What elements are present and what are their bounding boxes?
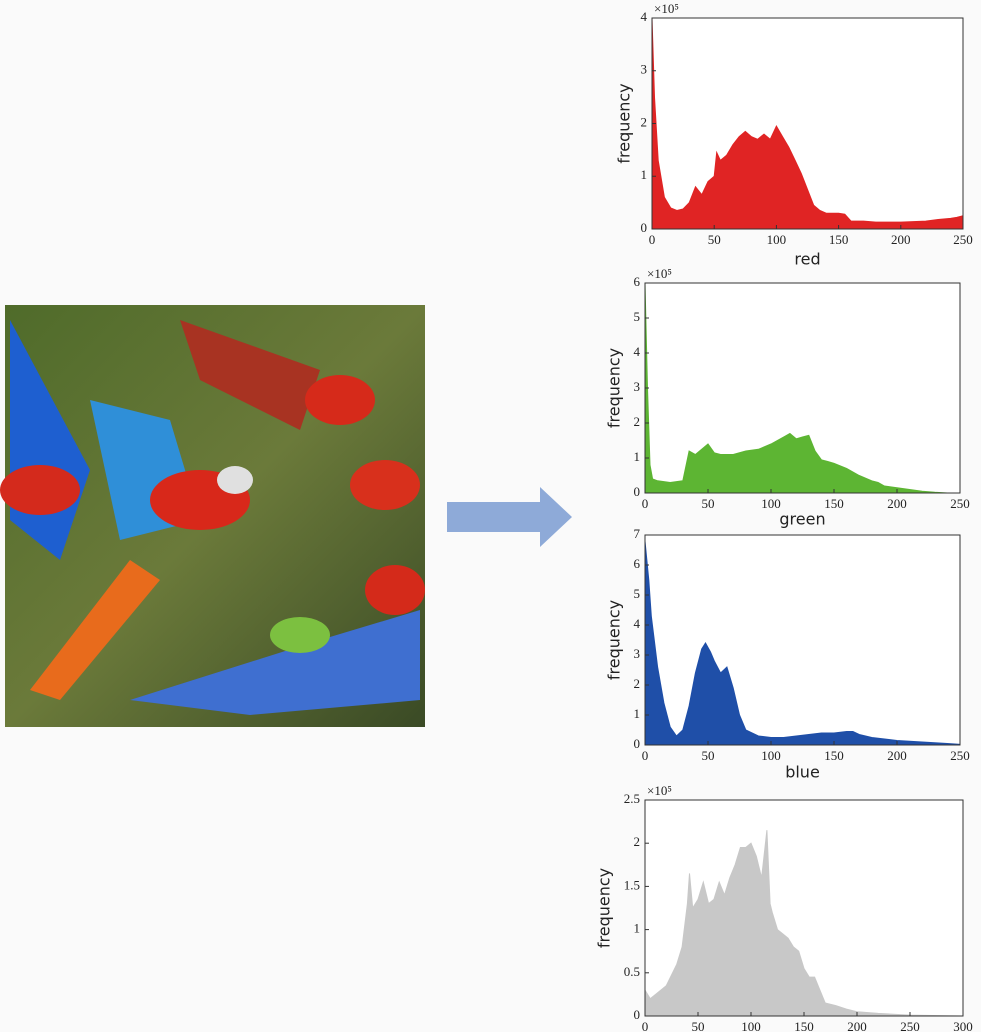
y-tick-label: 4 xyxy=(634,344,641,359)
y-multiplier: ×10⁵ xyxy=(654,1,679,16)
x-tick-label: 200 xyxy=(891,232,911,247)
y-tick-label: 6 xyxy=(634,274,641,289)
y-tick-label: 0 xyxy=(641,220,648,235)
y-multiplier: ×10⁵ xyxy=(647,783,672,798)
y-tick-label: 2 xyxy=(641,114,648,129)
x-tick-label: 0 xyxy=(642,748,649,763)
y-axis-label: frequency xyxy=(605,600,624,680)
y-tick-label: 1 xyxy=(641,167,648,182)
x-tick-label: 100 xyxy=(761,496,781,511)
x-tick-label: 200 xyxy=(887,496,907,511)
figure: 05010015020025001234×10⁵redfrequency0501… xyxy=(0,0,981,1032)
y-tick-label: 5 xyxy=(634,309,641,324)
y-tick-label: 0 xyxy=(634,1007,641,1022)
y-tick-label: 4 xyxy=(641,9,648,24)
x-tick-label: 200 xyxy=(887,748,907,763)
x-tick-label: 250 xyxy=(900,1019,920,1032)
y-tick-label: 0.5 xyxy=(624,964,640,979)
arrow xyxy=(447,487,572,547)
y-tick-label: 4 xyxy=(634,616,641,631)
x-tick-label: 150 xyxy=(829,232,849,247)
x-axis-label: blue xyxy=(785,763,820,782)
y-tick-label: 0 xyxy=(634,736,641,751)
y-axis-label: frequency xyxy=(615,83,634,163)
y-multiplier: ×10⁵ xyxy=(647,266,672,281)
x-tick-label: 150 xyxy=(794,1019,814,1032)
y-tick-label: 2.5 xyxy=(624,791,640,806)
y-tick-label: 3 xyxy=(634,646,641,661)
x-tick-label: 300 xyxy=(953,1019,973,1032)
y-tick-label: 1 xyxy=(634,449,641,464)
x-tick-label: 250 xyxy=(950,496,970,511)
x-tick-label: 0 xyxy=(649,232,656,247)
y-tick-label: 7 xyxy=(634,526,641,541)
y-tick-label: 2 xyxy=(634,676,641,691)
x-tick-label: 200 xyxy=(847,1019,867,1032)
x-tick-label: 0 xyxy=(642,1019,649,1032)
y-tick-label: 1 xyxy=(634,706,641,721)
x-tick-label: 150 xyxy=(824,496,844,511)
parrot-photo xyxy=(0,305,425,727)
y-tick-label: 1.5 xyxy=(624,877,640,892)
x-tick-label: 250 xyxy=(950,748,970,763)
x-tick-label: 50 xyxy=(708,232,721,247)
y-tick-label: 1 xyxy=(634,921,641,936)
x-tick-label: 50 xyxy=(702,748,715,763)
y-tick-label: 6 xyxy=(634,556,641,571)
x-tick-label: 50 xyxy=(692,1019,705,1032)
x-tick-label: 100 xyxy=(741,1019,761,1032)
x-tick-label: 100 xyxy=(767,232,787,247)
x-tick-label: 100 xyxy=(761,748,781,763)
y-tick-label: 3 xyxy=(641,62,648,77)
y-axis-label: frequency xyxy=(595,868,614,948)
x-tick-label: 250 xyxy=(953,232,973,247)
x-tick-label: 50 xyxy=(702,496,715,511)
y-axis-label: frequency xyxy=(605,348,624,428)
y-tick-label: 2 xyxy=(634,834,641,849)
x-tick-label: 0 xyxy=(642,496,649,511)
x-axis-label: red xyxy=(794,250,820,269)
x-axis-label: green xyxy=(779,510,825,529)
y-tick-label: 5 xyxy=(634,586,641,601)
y-tick-label: 3 xyxy=(634,379,641,394)
y-tick-label: 0 xyxy=(634,484,641,499)
x-tick-label: 150 xyxy=(824,748,844,763)
y-tick-label: 2 xyxy=(634,414,641,429)
